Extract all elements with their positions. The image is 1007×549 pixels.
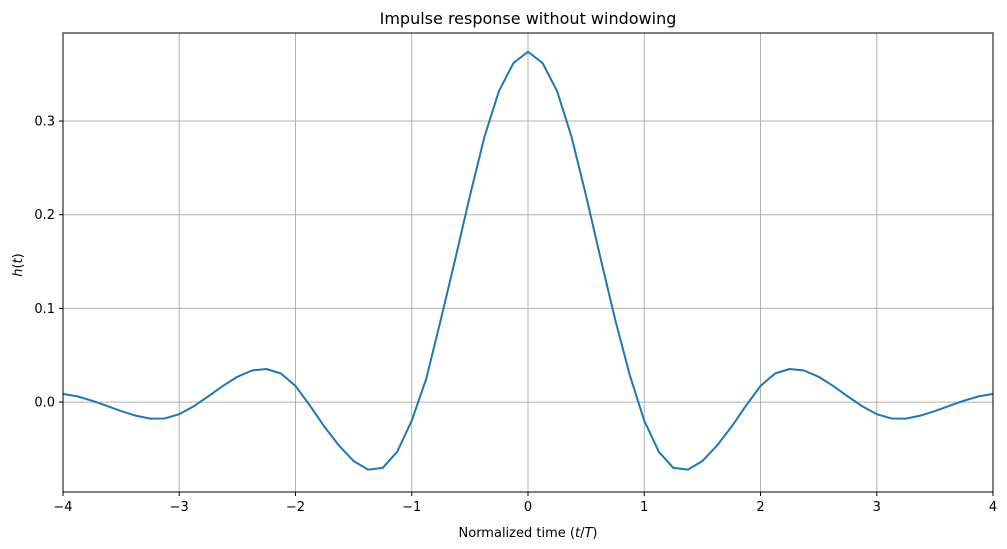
x-tick-label: −4 [53, 500, 72, 515]
y-tick-label: 0.2 [34, 208, 55, 223]
series-line [62, 50, 994, 471]
axis-ticks: −4 −3 −2 −1 0 1 2 3 4 0.0 0.1 0.2 0.3 [34, 115, 997, 515]
chart-title: Impulse response without windowing [380, 9, 677, 28]
x-tick-label: −3 [170, 500, 189, 515]
y-tick-label: 0.1 [34, 302, 55, 317]
x-tick-label: 2 [756, 500, 764, 515]
plot-area [62, 50, 994, 471]
x-axis-label: Normalized time (t/T) [459, 526, 598, 541]
grid [62, 33, 994, 492]
x-tick-label: 1 [640, 500, 648, 515]
x-tick-label: 3 [873, 500, 881, 515]
x-tick-label: 0 [524, 500, 532, 515]
x-tick-label: −1 [402, 500, 421, 515]
y-tick-label: 0.3 [34, 115, 55, 130]
y-tick-label: 0.0 [34, 396, 55, 411]
y-axis-label: h(t) [11, 253, 26, 277]
x-tick-label: −2 [286, 500, 305, 515]
x-tick-label: 4 [989, 500, 997, 515]
